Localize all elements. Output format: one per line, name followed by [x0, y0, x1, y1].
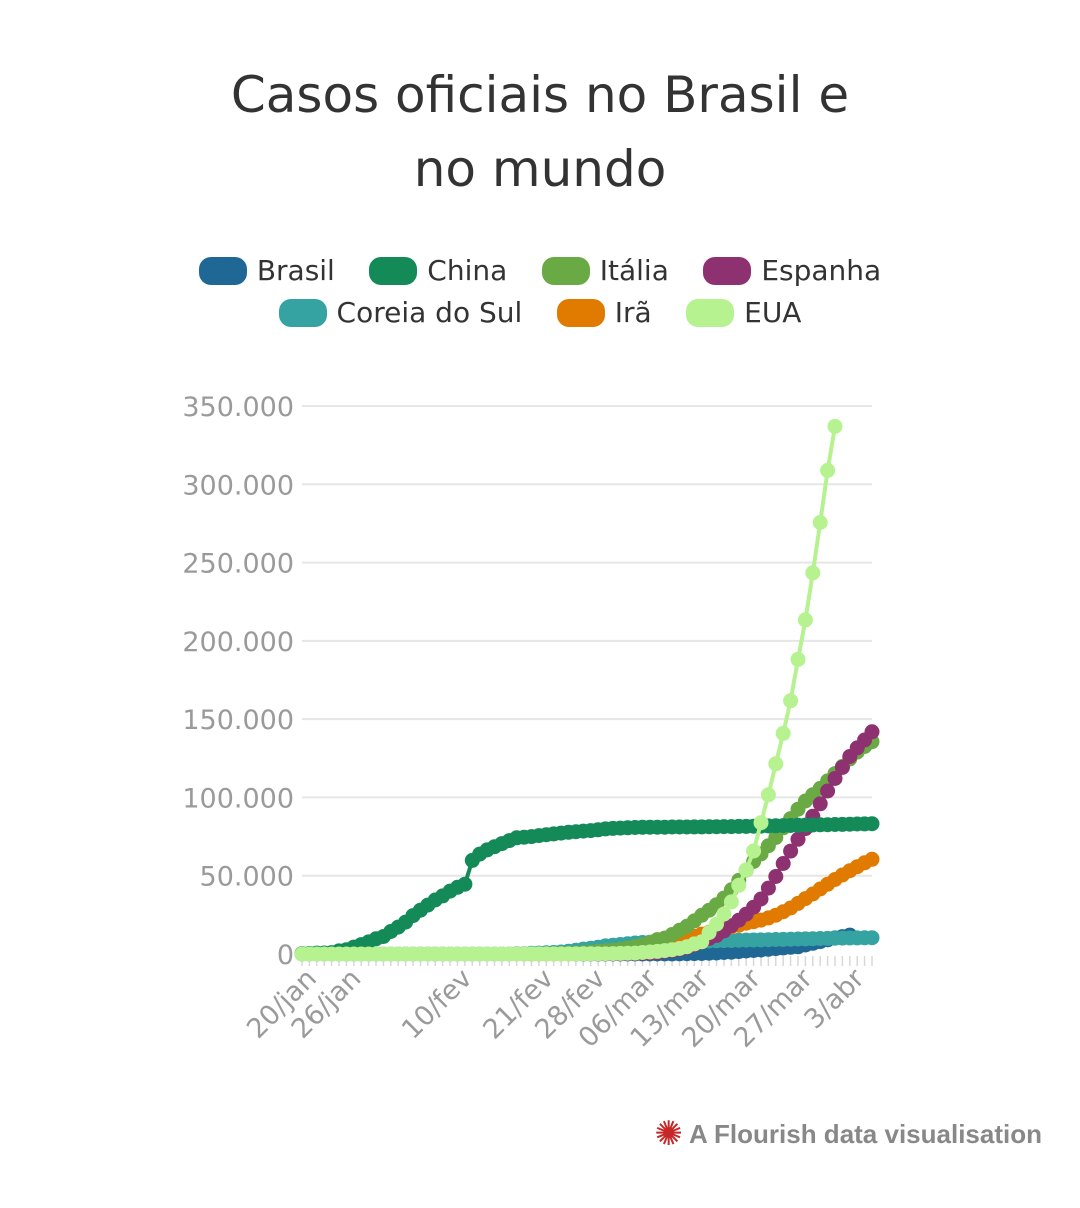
y-tick-label: 300.000: [182, 470, 294, 501]
legend-row-2: Coreia do Sul Irã EUA: [0, 296, 1080, 332]
data-point-eua: [768, 756, 784, 772]
chart-title-line-1: Casos oficiais no Brasil e: [230, 66, 850, 124]
data-point-eua: [783, 693, 799, 709]
data-point-eua: [723, 894, 739, 910]
x-tick-label: 3/abr: [799, 962, 872, 1035]
data-point-espanha: [783, 843, 799, 859]
data-point-espanha: [827, 771, 843, 786]
legend-swatch-italia: [541, 256, 590, 285]
chart-title-line-2: no mundo: [413, 140, 667, 198]
legend-item-italia[interactable]: Itália: [541, 254, 669, 287]
data-point-espanha: [812, 796, 828, 812]
data-point-eua: [775, 725, 791, 741]
data-point-espanha: [775, 856, 791, 871]
legend-label-brasil: Brasil: [256, 254, 335, 287]
data-point-espanha: [864, 724, 880, 740]
y-tick-label: 250.000: [182, 549, 294, 580]
legend-label-espanha: Espanha: [761, 254, 882, 287]
legend-swatch-coreia-do-sul: [278, 298, 327, 327]
legend-label-eua: EUA: [744, 296, 802, 329]
y-tick-label: 100.000: [182, 783, 294, 814]
legend-item-espanha[interactable]: Espanha: [703, 254, 881, 287]
data-point-china: [457, 876, 473, 892]
chart-title: Casos oficiais no Brasil e no mundo: [0, 58, 1080, 206]
data-point-espanha: [768, 869, 784, 884]
y-tick-label: 200.000: [182, 627, 294, 658]
y-tick-label: 50.000: [200, 862, 294, 893]
data-point-espanha: [760, 880, 776, 896]
flourish-attribution[interactable]: ✺ A Flourish data visualisation: [655, 1114, 1043, 1154]
data-point-espanha: [753, 891, 769, 907]
data-point-china: [864, 816, 880, 832]
data-point-eua: [812, 515, 828, 530]
legend-swatch-brasil: [198, 256, 247, 285]
legend-swatch-espanha: [703, 256, 752, 285]
data-point-espanha: [834, 759, 850, 775]
legend-item-eua[interactable]: EUA: [686, 296, 801, 329]
data-point-espanha: [790, 831, 806, 847]
data-point-ira: [864, 851, 880, 867]
data-point-eua: [827, 418, 843, 434]
data-point-eua: [716, 906, 732, 922]
data-point-eua: [746, 843, 762, 859]
attribution-text: A Flourish data visualisation: [689, 1118, 1042, 1149]
flourish-burst-icon: ✺: [654, 1115, 684, 1153]
data-point-eua: [738, 862, 754, 878]
data-point-eua: [753, 815, 769, 831]
legend-label-italia: Itália: [599, 254, 669, 287]
data-point-eua: [820, 462, 836, 478]
data-point-eua: [790, 651, 806, 667]
legend-row-1: Brasil China Itália Espanha: [0, 254, 1080, 290]
x-tick-label: 10/fev: [396, 963, 478, 1045]
legend-swatch-ira: [556, 298, 605, 327]
legend-swatch-china: [369, 256, 418, 285]
data-point-eua: [760, 787, 776, 803]
legend-item-coreia-do-sul[interactable]: Coreia do Sul: [278, 296, 523, 329]
data-point-eua: [797, 612, 813, 628]
y-tick-label: 350.000: [182, 392, 294, 423]
legend-label-china: China: [427, 254, 508, 287]
legend-item-china[interactable]: China: [369, 254, 507, 287]
legend-item-brasil[interactable]: Brasil: [198, 254, 335, 287]
legend-item-ira[interactable]: Irã: [556, 296, 652, 329]
legend-label-coreia-do-sul: Coreia do Sul: [336, 296, 523, 329]
data-point-coreia-do-sul: [864, 930, 880, 946]
data-point-eua: [805, 565, 821, 581]
line-chart: 0 50.000 100.000 150.000 200.000 250.000 300.0…: [182, 392, 880, 1054]
y-tick-label: 150.000: [182, 705, 294, 736]
y-tick-label: 0: [277, 940, 294, 971]
data-point-eua: [731, 877, 747, 893]
legend-swatch-eua: [686, 298, 735, 327]
data-point-espanha: [820, 783, 836, 799]
legend-label-ira: Irã: [614, 296, 652, 329]
